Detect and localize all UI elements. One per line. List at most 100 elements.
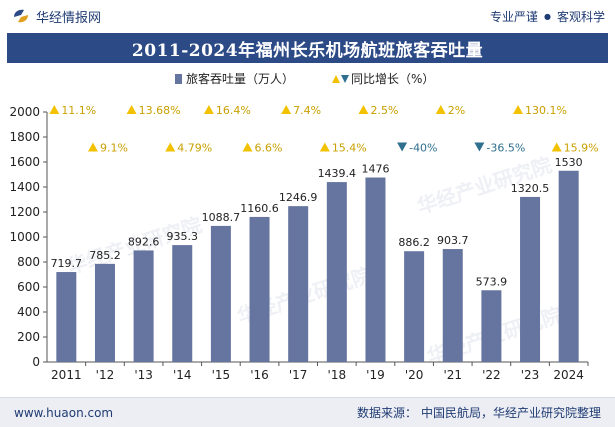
x-tick-label: '15	[212, 368, 231, 382]
bar	[558, 170, 579, 362]
growth-up-triangle-icon	[435, 105, 446, 114]
growth-up-triangle-icon	[513, 105, 524, 114]
bar	[365, 177, 386, 362]
bar	[133, 250, 154, 362]
bar	[56, 272, 77, 362]
growth-up-triangle-icon	[551, 142, 562, 152]
y-tick-label: 400	[17, 305, 40, 319]
growth-up-triangle-icon	[126, 105, 137, 114]
bar	[326, 182, 347, 362]
bar-value-label: 1476	[361, 163, 389, 176]
bar-value-label: 1530	[555, 156, 583, 169]
growth-up-triangle-icon	[203, 105, 214, 114]
y-tick-label: 800	[17, 255, 40, 269]
x-tick-label: '17	[289, 368, 308, 382]
bar-value-label: 935.3	[167, 230, 199, 243]
bar-value-label: 1320.5	[511, 182, 550, 195]
bar-value-label: 573.9	[476, 275, 508, 288]
growth-value-label: 2.5%	[370, 104, 398, 117]
growth-value-label: 4.79%	[177, 142, 212, 155]
footer-website[interactable]: www.huaon.com	[14, 405, 114, 420]
footer-source-label: 数据来源：	[356, 406, 417, 420]
bar-value-label: 903.7	[437, 234, 469, 247]
bar	[94, 263, 115, 362]
growth-value-label: 15.9%	[564, 142, 599, 155]
y-tick-label: 1200	[9, 205, 40, 219]
growth-down-triangle-icon	[397, 142, 408, 152]
growth-up-triangle-icon	[165, 142, 176, 152]
growth-value-label: 13.68%	[139, 104, 181, 117]
x-tick-label: '19	[366, 368, 385, 382]
growth-value-label: 2%	[448, 104, 465, 117]
growth-value-label: -40%	[409, 142, 437, 155]
legend-bar-swatch-icon	[175, 74, 182, 84]
y-tick-label: 2000	[9, 105, 40, 119]
y-tick-label: 0	[32, 355, 40, 369]
growth-value-label: -36.5%	[486, 142, 525, 155]
growth-down-triangle-icon	[474, 142, 485, 152]
top-bar: 华经情报网 专业严谨 ● 客观科学	[0, 0, 615, 32]
bar-value-label: 1246.9	[279, 191, 318, 204]
y-tick-label: 1800	[9, 130, 40, 144]
bar	[172, 245, 193, 362]
brand: 华经情报网	[12, 7, 101, 26]
bar-value-label: 1088.7	[202, 211, 241, 224]
brand-name: 华经情报网	[36, 10, 102, 26]
x-tick-label: 2024	[553, 368, 584, 382]
growth-value-label: 9.1%	[100, 142, 128, 155]
growth-up-triangle-icon	[281, 105, 292, 114]
separator-dot-icon: ●	[544, 11, 551, 21]
chart-title: 2011-2024年福州长乐机场航班旅客吞吐量	[7, 33, 608, 63]
bar-value-label: 886.2	[398, 236, 430, 249]
brand-logo-icon	[14, 9, 28, 23]
tagline-left: 专业严谨	[489, 9, 538, 24]
bar-value-label: 1160.6	[240, 202, 279, 215]
y-tick-label: 1600	[9, 155, 40, 169]
bar	[481, 290, 502, 362]
y-tick-label: 200	[17, 330, 40, 344]
footer: www.huaon.com 数据来源： 中国民航局，华经产业研究院整理	[0, 397, 615, 427]
growth-value-label: 16.4%	[216, 104, 251, 117]
bar	[288, 206, 309, 362]
x-tick-label: '21	[443, 368, 462, 382]
tagline: 专业严谨 ● 客观科学	[490, 8, 605, 25]
growth-value-label: 130.1%	[525, 104, 567, 117]
x-tick-label: '20	[405, 368, 424, 382]
growth-up-triangle-icon	[49, 105, 60, 114]
x-tick-label: '16	[250, 368, 269, 382]
legend-label-bars: 旅客吞吐量（万人）	[186, 71, 294, 86]
bar	[520, 196, 541, 362]
growth-value-label: 11.1%	[61, 104, 96, 117]
tagline-right: 客观科学	[556, 9, 605, 24]
x-tick-label: '13	[134, 368, 153, 382]
bar	[249, 216, 270, 362]
y-tick-label: 1000	[9, 230, 40, 244]
x-tick-label: 2011	[51, 368, 82, 382]
x-tick-label: '12	[96, 368, 115, 382]
x-tick-label: '23	[521, 368, 540, 382]
y-tick-label: 600	[17, 280, 40, 294]
y-tick-label: 1400	[9, 180, 40, 194]
legend-down-triangle-icon	[341, 75, 349, 83]
x-tick-label: '22	[482, 368, 501, 382]
x-tick-label: '14	[173, 368, 192, 382]
bar-value-label: 892.6	[128, 235, 160, 248]
footer-source-text: 中国民航局，华经产业研究院整理	[420, 406, 601, 420]
growth-up-triangle-icon	[358, 105, 369, 114]
growth-up-triangle-icon	[242, 142, 253, 152]
bar	[404, 251, 425, 362]
bar	[210, 225, 231, 362]
growth-value-label: 15.4%	[332, 142, 367, 155]
growth-value-label: 7.4%	[293, 104, 321, 117]
footer-source: 数据来源： 中国民航局，华经产业研究院整理	[357, 404, 601, 421]
growth-up-triangle-icon	[319, 142, 330, 152]
legend-label-growth: 同比增长（%）	[351, 72, 434, 86]
bar-value-label: 785.2	[89, 249, 121, 262]
bar-value-label: 1439.4	[318, 167, 357, 180]
chart-area: 华经产业研究院华经产业研究院华经产业研究院华经产业研究院旅客吞吐量（万人）同比增…	[9, 71, 599, 382]
legend-up-triangle-icon	[332, 75, 340, 83]
bar	[442, 249, 463, 362]
x-tick-label: '18	[328, 368, 347, 382]
growth-up-triangle-icon	[87, 142, 98, 152]
bar-value-label: 719.7	[51, 257, 83, 270]
